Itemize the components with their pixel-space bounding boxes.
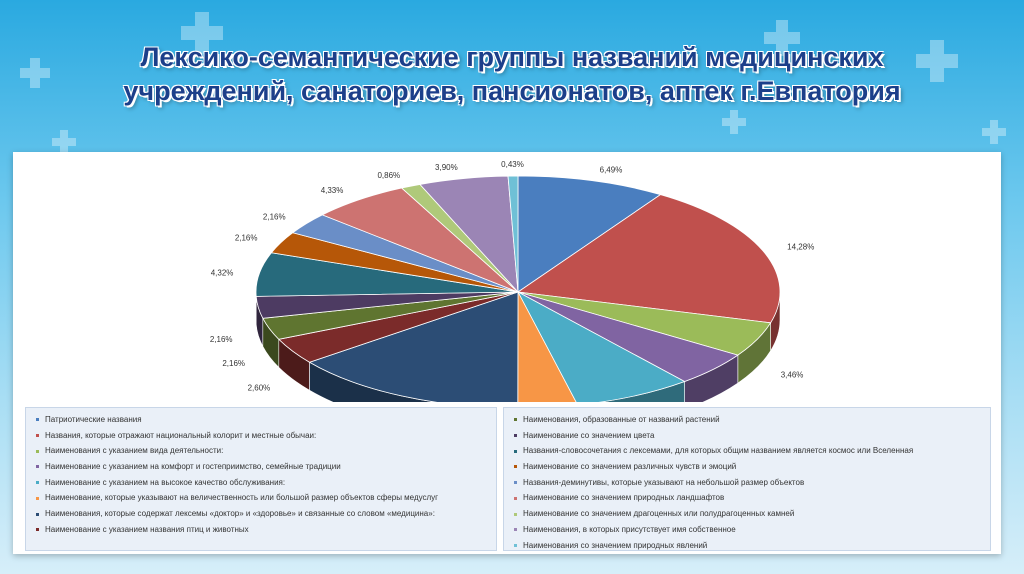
page-title-line2: учреждений, санаториев, пансионатов, апт… bbox=[123, 76, 901, 106]
legend-marker-icon bbox=[36, 449, 39, 453]
legend-left: Патриотические названия Названия, которые… bbox=[25, 407, 497, 551]
pie-slice-label: 3,90% bbox=[435, 163, 458, 172]
pie-slice-5 bbox=[517, 291, 577, 402]
pie-slice-4 bbox=[517, 291, 686, 402]
legend-item-text: Наименования, которые содержат лексемы «… bbox=[45, 509, 435, 519]
pie-slice-label: 3,46% bbox=[781, 370, 804, 379]
legend-item: Наименование со значением природных ланд… bbox=[514, 490, 990, 506]
legend-item-text: Наименования со значением природных явле… bbox=[523, 540, 708, 550]
pie-slice-16 bbox=[507, 175, 519, 293]
legend-item-text: Наименование со значением различных чувс… bbox=[523, 462, 737, 472]
legend-item: Патриотические названия bbox=[36, 412, 496, 428]
pie-slice-label: 0,43% bbox=[501, 160, 524, 169]
pie-slice-label: 2,60% bbox=[248, 383, 271, 392]
legend-item-text: Патриотические названия bbox=[45, 415, 142, 425]
legend-item-text: Наименование со значением драгоценных ил… bbox=[523, 509, 795, 519]
pie-slice-0 bbox=[517, 175, 662, 293]
legend-item-text: Наименование с указанием на комфорт и го… bbox=[45, 462, 341, 472]
medical-cross-icon bbox=[52, 130, 76, 154]
pie-slice-label: 4,33% bbox=[321, 186, 344, 195]
legend-item: Наименование с указанием на комфорт и го… bbox=[36, 459, 496, 475]
legend-item-text: Наименование с указанием названия птиц и… bbox=[45, 524, 249, 534]
legend-item-text: Наименования, образованные от названий р… bbox=[523, 415, 720, 425]
legend-marker-icon bbox=[514, 481, 517, 485]
legend-item-text: Наименование со значением цвета bbox=[523, 430, 655, 440]
legend-item: Названия, которые отражают национальный … bbox=[36, 428, 496, 444]
legend-item: Наименование, которые указывают на велич… bbox=[36, 490, 496, 506]
legend-marker-icon bbox=[36, 528, 39, 532]
medical-cross-icon bbox=[982, 120, 1006, 144]
legend-item: Наименование со значением драгоценных ил… bbox=[514, 506, 990, 522]
legend-right-list: Наименования, образованные от названий р… bbox=[504, 408, 990, 553]
legend-marker-icon bbox=[36, 465, 39, 469]
page-title-line1: Лексико-семантические группы названий ме… bbox=[140, 42, 884, 72]
pie-slice-label: 4,32% bbox=[211, 268, 234, 277]
legend-marker-icon bbox=[514, 543, 517, 547]
legend-right: Наименования, образованные от названий р… bbox=[503, 407, 991, 551]
page-title: Лексико-семантические группы названий ме… bbox=[0, 40, 1024, 108]
legend-marker-icon bbox=[514, 496, 517, 500]
legend-marker-icon bbox=[514, 418, 517, 422]
legend-marker-icon bbox=[514, 512, 517, 516]
pie-slice-label: 14,28% bbox=[787, 242, 814, 251]
legend-marker-icon bbox=[36, 496, 39, 500]
legend-item: Наименование со значением цвета bbox=[514, 428, 990, 444]
pie-chart: 6,49%14,28%3,46%3,46%5,19%2,60%10,38%2,6… bbox=[210, 160, 814, 402]
legend-item-text: Наименование со значением природных ланд… bbox=[523, 493, 725, 503]
legend-item: Наименования, в которых присутствует имя… bbox=[514, 522, 990, 538]
legend-item-text: Названия, которые отражают национальный … bbox=[45, 430, 317, 440]
pie-slice-label: 2,16% bbox=[263, 212, 286, 221]
legend-item: Названия-деминутивы, которые указывают н… bbox=[514, 475, 990, 491]
medical-cross-icon bbox=[722, 110, 746, 134]
legend-item: Названия-словосочетания с лексемами, для… bbox=[514, 443, 990, 459]
legend-item: Наименования со значением природных явле… bbox=[514, 538, 990, 554]
legend-item: Наименование с указанием на высокое каче… bbox=[36, 475, 496, 491]
pie-slice-6 bbox=[308, 291, 519, 402]
legend-item: Наименование с указанием названия птиц и… bbox=[36, 522, 496, 538]
legend-left-list: Патриотические названия Названия, которые… bbox=[26, 408, 496, 538]
pie-slice-label: 2,16% bbox=[235, 233, 258, 242]
legend-marker-icon bbox=[514, 434, 517, 438]
legend-marker-icon bbox=[36, 512, 39, 516]
legend-marker-icon bbox=[514, 449, 517, 453]
legend-item: Наименование со значением различных чувс… bbox=[514, 459, 990, 475]
legend-item-text: Наименование, которые указывают на велич… bbox=[45, 493, 439, 503]
legend-item: Наименования с указанием вида деятельнос… bbox=[36, 443, 496, 459]
legend-item-text: Наименования с указанием вида деятельнос… bbox=[45, 446, 224, 456]
legend-marker-icon bbox=[514, 528, 517, 532]
pie-slice-label: 6,49% bbox=[600, 165, 623, 174]
legend-marker-icon bbox=[36, 481, 39, 485]
legend-marker-icon bbox=[36, 418, 39, 422]
legend-item: Наименования, образованные от названий р… bbox=[514, 412, 990, 428]
legend-item-text: Наименования, в которых присутствует имя… bbox=[523, 524, 736, 534]
pie-slice-label: 2,16% bbox=[210, 335, 233, 344]
legend-item-text: Названия-словосочетания с лексемами, для… bbox=[523, 446, 914, 456]
chart-panel: 6,49%14,28%3,46%3,46%5,19%2,60%10,38%2,6… bbox=[13, 152, 1001, 554]
legend-item: Наименования, которые содержат лексемы «… bbox=[36, 506, 496, 522]
pie-slice-label: 0,86% bbox=[377, 171, 400, 180]
pie-slice-label: 2,16% bbox=[222, 359, 245, 368]
legend-marker-icon bbox=[514, 465, 517, 469]
legend-item-text: Названия-деминутивы, которые указывают н… bbox=[523, 477, 805, 487]
legend-item-text: Наименование с указанием на высокое каче… bbox=[45, 477, 286, 487]
pie-slice-side bbox=[309, 361, 438, 402]
pie-slice-1 bbox=[516, 194, 781, 324]
legend-marker-icon bbox=[36, 434, 39, 438]
